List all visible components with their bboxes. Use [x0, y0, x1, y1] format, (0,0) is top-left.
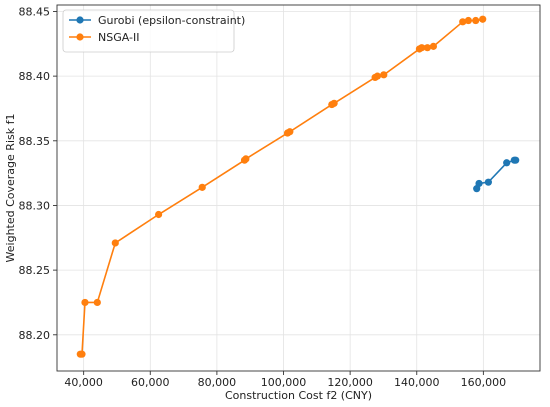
x-tick-label: 120,000 [327, 376, 373, 389]
data-point-nsga2 [111, 239, 119, 247]
data-point-nsga2 [198, 183, 206, 191]
data-point-nsga2 [429, 42, 438, 50]
data-point-nsga2 [472, 16, 480, 25]
data-point-nsga2 [154, 210, 163, 219]
legend-marker-gurobi [76, 16, 84, 24]
x-axis-label: Construction Cost f2 (CNY) [225, 389, 372, 402]
y-axis-label: Weighted Coverage Risk f1 [4, 114, 17, 263]
data-point-gurobi [484, 178, 492, 186]
data-point-nsga2 [242, 155, 250, 163]
data-point-nsga2 [464, 16, 472, 25]
grid [57, 5, 540, 371]
data-point-gurobi [475, 179, 483, 188]
y-tick-label: 88.25 [19, 264, 51, 277]
data-point-nsga2 [423, 44, 432, 52]
data-point-nsga2 [286, 128, 294, 136]
legend-box [62, 9, 235, 53]
data-point-nsga2 [78, 350, 86, 358]
legend-marker-nsga2 [76, 33, 84, 41]
x-tick-label: 140,000 [394, 376, 440, 389]
y-tick-label: 88.45 [19, 5, 51, 18]
plot-frame [56, 4, 541, 372]
x-tick-label: 100,000 [261, 376, 307, 389]
x-tick-label: 40,000 [64, 376, 103, 389]
legend-label-gurobi: Gurobi (epsilon-constraint) [98, 14, 245, 27]
x-tick-label: 160,000 [461, 376, 507, 389]
data-point-nsga2 [459, 18, 467, 26]
data-point-gurobi [512, 156, 520, 164]
data-point-nsga2 [479, 15, 487, 23]
y-tick-label: 88.40 [19, 70, 51, 83]
data-point-nsga2 [330, 99, 338, 107]
plot-series [76, 15, 520, 358]
series-gurobi [473, 156, 520, 193]
data-point-nsga2 [93, 298, 101, 307]
x-tick-label: 60,000 [131, 376, 170, 389]
y-tick-label: 88.35 [19, 135, 51, 148]
data-point-nsga2 [373, 72, 382, 80]
data-point-gurobi [503, 159, 511, 167]
data-point-nsga2 [418, 44, 426, 52]
y-tick-label: 88.20 [19, 329, 51, 342]
series-line-nsga2 [80, 18, 483, 355]
data-point-nsga2 [81, 298, 89, 307]
axis-ticks: 40,000 60,000 80,000 100,000 120,000 140,000 1… [19, 5, 507, 389]
legend-entries: Gurobi (epsilon-constraint) NSGA-II [69, 14, 245, 44]
series-nsga2 [76, 15, 487, 358]
y-tick-label: 88.30 [19, 199, 51, 212]
legend-label-nsga2: NSGA-II [98, 31, 139, 44]
x-tick-label: 80,000 [198, 376, 237, 389]
legend: Gurobi (epsilon-constraint) NSGA-II [62, 9, 245, 53]
data-point-nsga2 [380, 71, 388, 79]
